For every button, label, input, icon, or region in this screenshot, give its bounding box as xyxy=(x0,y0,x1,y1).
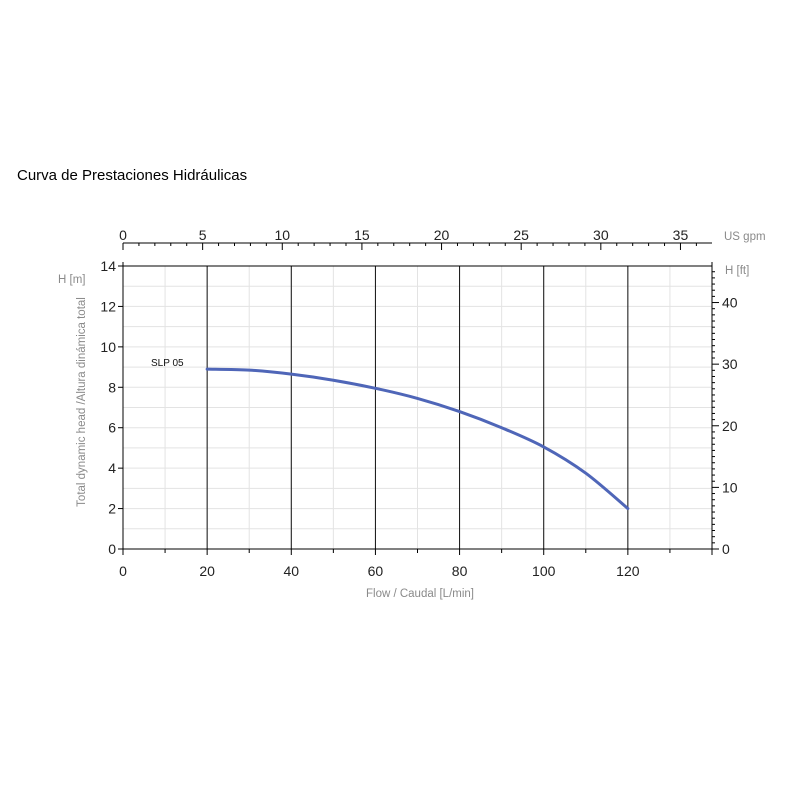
y-tick-label: 2 xyxy=(108,501,116,517)
top-tick-label: 30 xyxy=(593,227,609,243)
right-tick-label: 40 xyxy=(722,295,738,311)
major-grid xyxy=(206,266,629,549)
series-group: SLP 05 xyxy=(151,358,630,511)
bottom-axis-ticks: 0 20 40 60 80 100 120 xyxy=(119,549,713,579)
right-tick-label: 20 xyxy=(722,418,738,434)
x-tick-label: 100 xyxy=(532,563,556,579)
right-axis-ticks: 0 10 20 30 40 xyxy=(712,271,738,557)
x-tick-label: 20 xyxy=(199,563,215,579)
x-tick-label: 60 xyxy=(368,563,384,579)
top-tick-label: 25 xyxy=(513,227,529,243)
left-axis-ticks: 0 2 4 6 8 10 12 14 xyxy=(100,258,123,557)
right-unit-label: H [ft] xyxy=(725,265,749,277)
y-tick-label: 14 xyxy=(100,258,116,274)
y-tick-label: 0 xyxy=(108,541,116,557)
chart-title: Curva de Prestaciones Hidráulicas xyxy=(17,167,248,184)
top-tick-label: 5 xyxy=(199,227,207,243)
top-axis-ticks: 0 5 10 15 20 25 30 35 xyxy=(119,227,697,250)
y-axis-label: Total dynamic head /Altura dinámica tota… xyxy=(76,297,88,507)
series-label-slp-05: SLP 05 xyxy=(151,358,184,369)
y-tick-label: 12 xyxy=(100,298,116,314)
left-unit-label: H [m] xyxy=(58,274,85,286)
x-tick-label: 40 xyxy=(283,563,299,579)
x-tick-label: 0 xyxy=(119,563,127,579)
y-tick-label: 8 xyxy=(108,379,116,395)
y-tick-label: 4 xyxy=(108,460,116,476)
series-line-slp-05 xyxy=(205,367,630,511)
x-axis-label: Flow / Caudal [L/min] xyxy=(366,588,474,600)
right-tick-label: 0 xyxy=(722,541,730,557)
y-tick-label: 6 xyxy=(108,420,116,436)
top-tick-label: 15 xyxy=(354,227,370,243)
top-tick-label: 0 xyxy=(119,227,127,243)
right-tick-label: 30 xyxy=(722,356,738,372)
right-tick-label: 10 xyxy=(722,479,738,495)
top-tick-label: 35 xyxy=(673,227,689,243)
top-unit-label: US gpm xyxy=(724,231,766,243)
top-tick-label: 10 xyxy=(274,227,290,243)
y-tick-label: 10 xyxy=(100,339,116,355)
x-tick-label: 120 xyxy=(616,563,640,579)
top-tick-label: 20 xyxy=(434,227,450,243)
x-tick-label: 80 xyxy=(452,563,468,579)
